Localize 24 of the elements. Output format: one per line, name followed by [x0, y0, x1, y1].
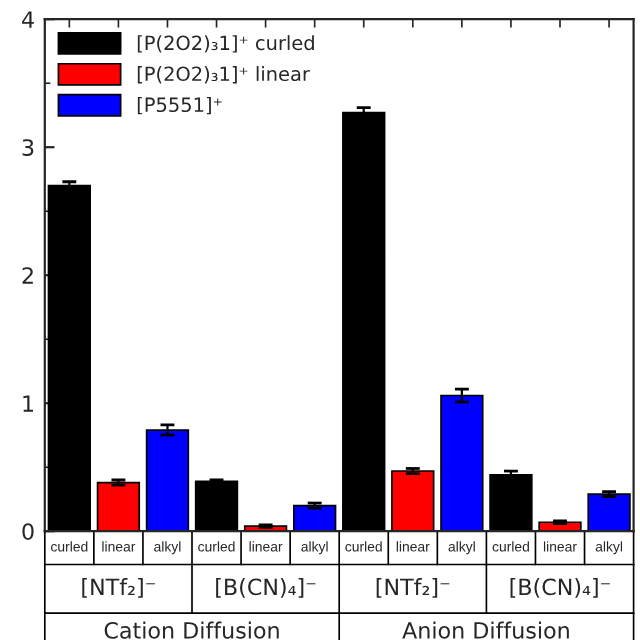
y-tick-label: 1: [23, 395, 34, 412]
text: [NTf₂]⁻: [376, 578, 450, 598]
y-tick-label: 0: [22, 523, 34, 540]
text: [B(CN)₄]⁻: [216, 578, 316, 598]
bar: [96, 481, 141, 532]
text: Anion Diffusion: [402, 621, 569, 639]
y-tick-label: 4: [22, 11, 34, 28]
text: [B(CN)₄]⁻: [510, 578, 610, 598]
bar: [440, 394, 484, 532]
bar: [587, 493, 631, 532]
bar: [342, 111, 386, 532]
y-tick-label: 3: [22, 139, 34, 156]
y-tick-label: 2: [22, 267, 33, 284]
bar: [292, 504, 337, 532]
bar: [145, 429, 190, 532]
bar: [489, 474, 533, 532]
legend-label: [P5551]⁺: [137, 96, 222, 115]
bar: [194, 480, 239, 532]
legend-label: [P(2O2)₃1]⁺ curled: [137, 35, 314, 53]
bar: [391, 470, 435, 532]
legend-label: [P(2O2)₃1]⁺ linear: [137, 66, 310, 84]
bar: [47, 184, 92, 532]
text: Cation Diffusion: [104, 621, 279, 639]
text: [NTf₂]⁻: [82, 578, 155, 598]
